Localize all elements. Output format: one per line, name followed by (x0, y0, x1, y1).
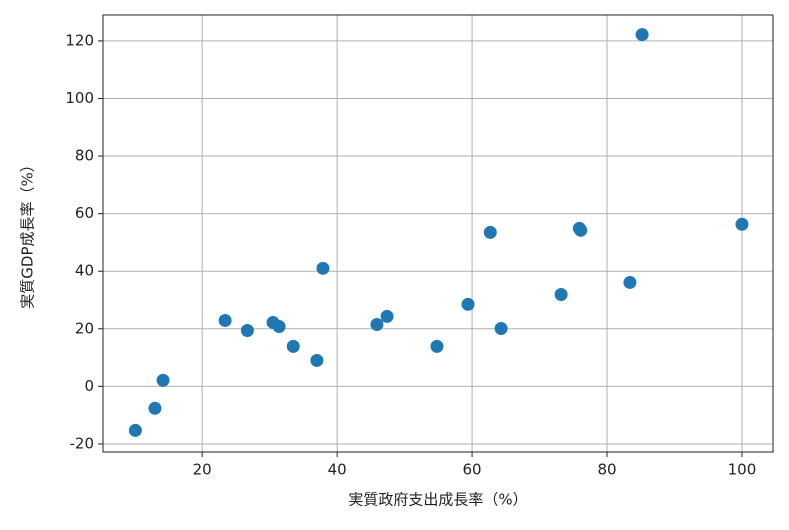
point (623, 275, 637, 289)
point (380, 309, 394, 323)
plot-frame (102, 14, 774, 453)
point (494, 322, 508, 335)
point (310, 353, 324, 367)
y-tick-label: -20 (70, 434, 95, 452)
point (735, 217, 749, 231)
y-tick-label: 80 (75, 147, 94, 165)
point (430, 339, 444, 353)
y-tick-label: 40 (75, 262, 94, 280)
point (461, 297, 475, 311)
point (128, 423, 142, 437)
y-tick-label: 20 (75, 319, 94, 337)
point (483, 225, 497, 239)
y-tick-label: 0 (84, 377, 94, 395)
point (554, 288, 568, 302)
y-tick-label: 120 (65, 31, 94, 49)
x-tick-label: 100 (728, 461, 757, 479)
point (218, 313, 232, 327)
point (316, 261, 330, 275)
x-tick-label: 60 (463, 461, 482, 479)
x-axis-label: 実質政府支出成長率（%） (348, 491, 527, 509)
point (240, 324, 254, 338)
point (156, 373, 170, 387)
y-tick-label: 100 (65, 89, 94, 107)
point (574, 223, 588, 237)
point (148, 401, 162, 415)
x-tick-label: 20 (193, 461, 212, 479)
x-tick-label: 80 (597, 461, 616, 479)
point (370, 317, 384, 331)
point (272, 319, 286, 333)
point (635, 28, 649, 42)
x-tick-label: 40 (328, 461, 347, 479)
y-axis-label: 実質GDP成長率（%） (19, 157, 37, 308)
y-tick-label: 60 (75, 204, 94, 222)
point (286, 339, 300, 353)
